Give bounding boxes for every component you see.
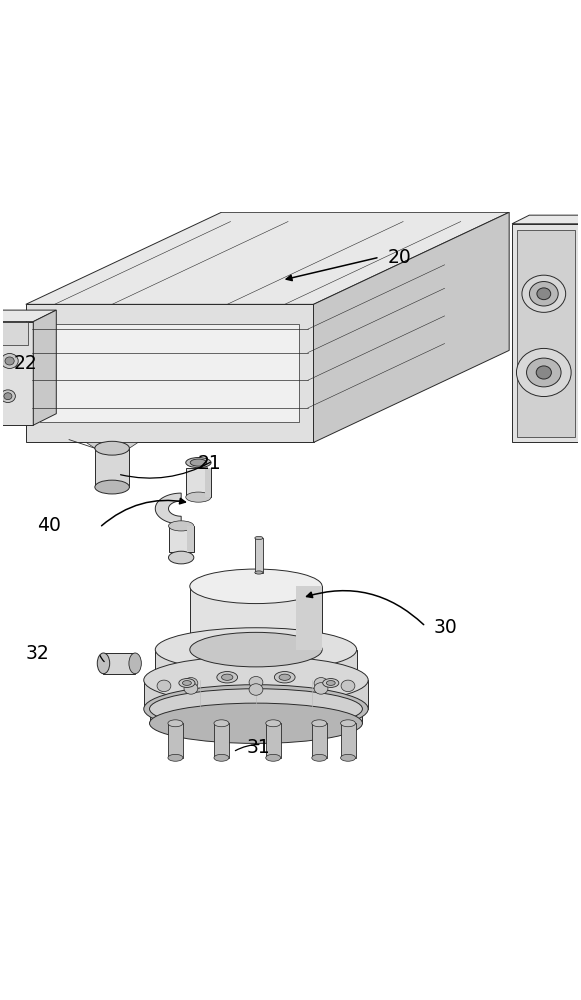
Ellipse shape	[255, 571, 263, 574]
Polygon shape	[26, 212, 509, 304]
Ellipse shape	[5, 357, 14, 365]
Ellipse shape	[190, 569, 322, 604]
Polygon shape	[0, 322, 27, 345]
Ellipse shape	[312, 754, 327, 761]
Polygon shape	[168, 723, 183, 758]
Ellipse shape	[214, 720, 229, 727]
Polygon shape	[103, 653, 135, 674]
Ellipse shape	[168, 754, 183, 761]
Text: 20: 20	[387, 248, 411, 267]
Ellipse shape	[517, 348, 571, 397]
Ellipse shape	[526, 358, 561, 387]
Text: 40: 40	[37, 516, 61, 535]
Ellipse shape	[95, 441, 130, 455]
Ellipse shape	[340, 754, 356, 761]
Ellipse shape	[249, 676, 263, 688]
Polygon shape	[205, 468, 211, 497]
Ellipse shape	[129, 653, 141, 674]
Polygon shape	[86, 442, 138, 448]
Ellipse shape	[95, 480, 130, 494]
Ellipse shape	[190, 459, 207, 466]
Polygon shape	[512, 215, 581, 224]
Ellipse shape	[217, 672, 238, 683]
Polygon shape	[512, 224, 578, 442]
Ellipse shape	[179, 679, 195, 687]
Ellipse shape	[186, 458, 211, 468]
Polygon shape	[266, 723, 281, 758]
Polygon shape	[95, 448, 130, 487]
Ellipse shape	[144, 685, 368, 733]
Ellipse shape	[314, 678, 328, 689]
Text: 30: 30	[433, 618, 457, 637]
Text: 32: 32	[26, 644, 49, 663]
Ellipse shape	[279, 674, 290, 680]
Ellipse shape	[322, 679, 339, 687]
Ellipse shape	[4, 393, 12, 400]
Polygon shape	[33, 310, 56, 425]
Ellipse shape	[312, 720, 327, 727]
Polygon shape	[190, 586, 322, 650]
Polygon shape	[312, 723, 327, 758]
Polygon shape	[578, 297, 581, 304]
Ellipse shape	[182, 681, 191, 685]
Ellipse shape	[190, 632, 322, 667]
Ellipse shape	[184, 683, 198, 694]
Ellipse shape	[168, 551, 194, 564]
Ellipse shape	[314, 683, 328, 694]
Polygon shape	[578, 352, 581, 358]
Ellipse shape	[157, 680, 171, 692]
Ellipse shape	[97, 653, 110, 674]
Polygon shape	[155, 493, 181, 524]
Ellipse shape	[186, 492, 211, 502]
Polygon shape	[296, 586, 322, 650]
Ellipse shape	[249, 684, 263, 695]
Ellipse shape	[149, 703, 363, 743]
Polygon shape	[578, 247, 581, 253]
Ellipse shape	[266, 720, 281, 727]
Polygon shape	[340, 723, 356, 758]
Polygon shape	[155, 650, 357, 680]
Ellipse shape	[155, 628, 357, 671]
Ellipse shape	[144, 656, 368, 704]
Ellipse shape	[155, 658, 357, 702]
Polygon shape	[149, 709, 363, 723]
Polygon shape	[255, 538, 263, 573]
Polygon shape	[517, 230, 575, 437]
Ellipse shape	[266, 754, 281, 761]
Ellipse shape	[214, 754, 229, 761]
Ellipse shape	[184, 678, 198, 689]
Ellipse shape	[255, 536, 263, 540]
Text: 31: 31	[246, 738, 270, 757]
Text: 22: 22	[13, 354, 37, 373]
Text: 21: 21	[198, 454, 221, 473]
Polygon shape	[188, 526, 194, 552]
Ellipse shape	[221, 674, 233, 680]
Ellipse shape	[149, 689, 363, 729]
Polygon shape	[186, 468, 211, 497]
Ellipse shape	[1, 390, 15, 403]
Ellipse shape	[529, 282, 558, 306]
Polygon shape	[0, 322, 33, 425]
Polygon shape	[26, 304, 314, 442]
Polygon shape	[214, 723, 229, 758]
Polygon shape	[144, 680, 368, 709]
Ellipse shape	[168, 521, 194, 531]
Ellipse shape	[274, 672, 295, 683]
Polygon shape	[168, 526, 194, 552]
Polygon shape	[578, 406, 581, 413]
Ellipse shape	[340, 720, 356, 727]
Ellipse shape	[168, 720, 183, 727]
Ellipse shape	[536, 366, 551, 379]
Polygon shape	[314, 212, 509, 442]
Ellipse shape	[522, 275, 566, 312]
Ellipse shape	[537, 288, 551, 300]
Ellipse shape	[341, 680, 355, 692]
Ellipse shape	[1, 353, 18, 368]
Polygon shape	[0, 310, 56, 322]
Polygon shape	[40, 324, 299, 422]
Ellipse shape	[327, 681, 335, 685]
